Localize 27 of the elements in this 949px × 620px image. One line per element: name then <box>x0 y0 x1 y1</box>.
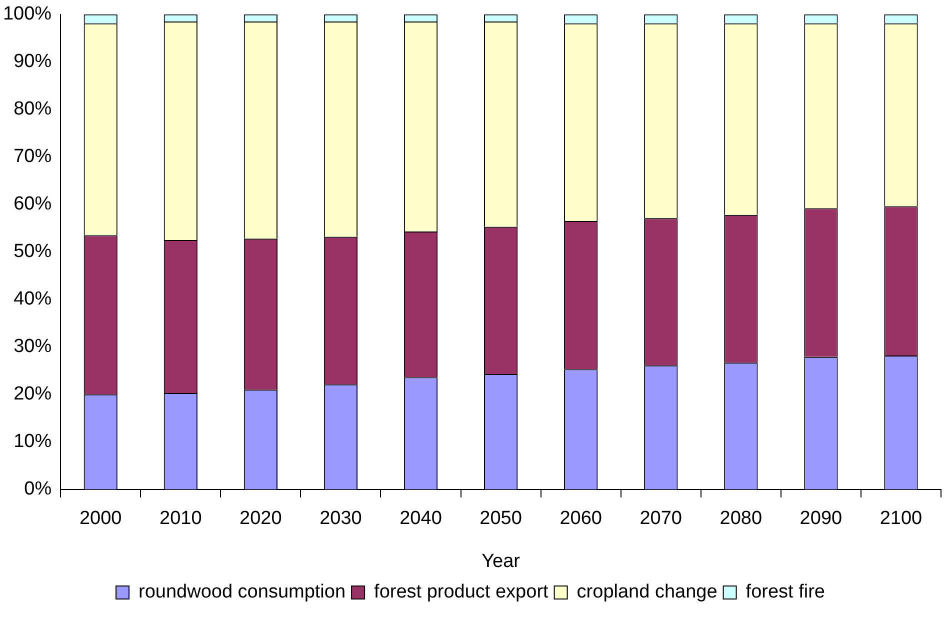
y-tick-label: 80% <box>14 98 52 120</box>
legend-label: forest fire <box>746 582 825 603</box>
y-tick-label: 30% <box>14 336 52 358</box>
x-tick-label: 2040 <box>400 508 442 530</box>
y-tick-label: 60% <box>14 194 52 215</box>
y-tick-label: 0% <box>24 478 52 500</box>
legend-label: forest product export <box>374 582 550 603</box>
x-tick-label: 2070 <box>640 508 682 530</box>
y-tick-label: 10% <box>14 431 52 452</box>
x-tick-label: 2020 <box>240 508 282 530</box>
x-tick-label: 2100 <box>880 508 922 530</box>
y-tick-label: 90% <box>14 51 52 72</box>
y-tick-label: 20% <box>14 384 52 405</box>
x-axis-title: Year <box>482 550 521 572</box>
x-tick-label: 2080 <box>720 508 762 530</box>
x-tick-label: 2000 <box>79 508 122 530</box>
x-tick-label: 2010 <box>160 508 202 530</box>
x-tick-label: 2050 <box>480 508 522 530</box>
legend-label: roundwood consumption <box>138 582 346 603</box>
x-tick-label: 2060 <box>560 508 602 530</box>
x-tick-label: 2090 <box>800 508 842 530</box>
y-tick-label: 100% <box>2 4 52 25</box>
y-tick-label: 40% <box>14 288 52 310</box>
legend-label: cropland change <box>576 582 718 603</box>
y-tick-label: 70% <box>14 146 52 168</box>
y-tick-label: 50% <box>14 241 52 262</box>
x-tick-label: 2030 <box>320 508 362 530</box>
